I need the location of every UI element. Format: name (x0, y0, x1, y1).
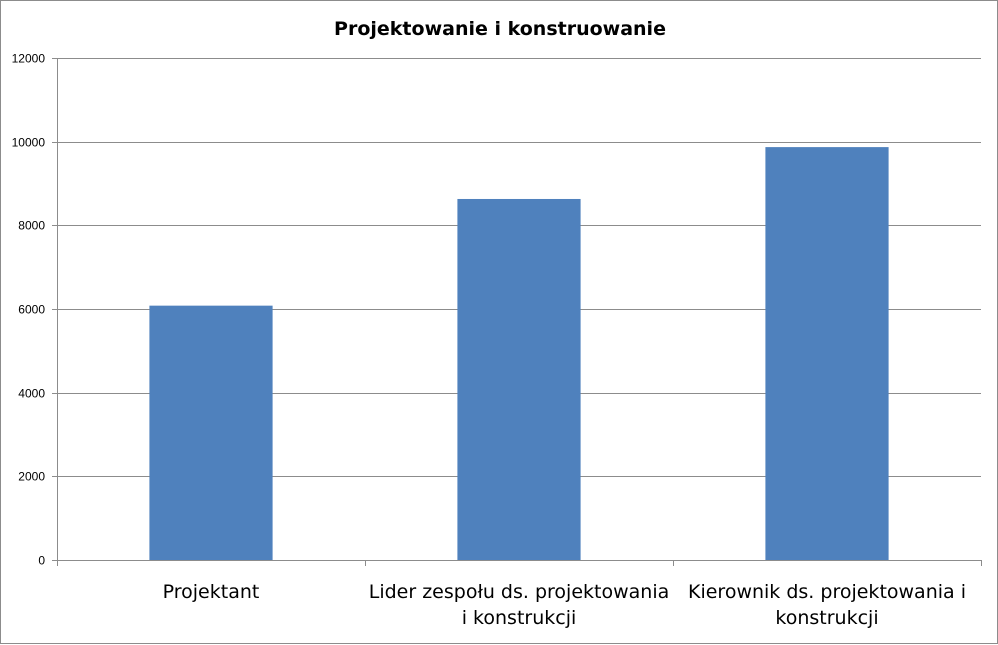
bar (765, 147, 889, 561)
y-tick-label: 0 (38, 554, 45, 568)
bar (457, 198, 581, 560)
y-tick-label: 12000 (12, 52, 46, 66)
y-axis-ticks: 0 2000 4000 6000 8000 10000 12000 (12, 52, 57, 568)
chart-title: Projektowanie i konstruowanie (334, 18, 666, 40)
axes (57, 58, 982, 566)
x-tick-label: Projektant (163, 581, 260, 603)
y-tick-label: 2000 (18, 470, 45, 484)
x-tick-label: i konstrukcji (462, 607, 577, 629)
x-tick-label: Kierownik ds. projektowania i (688, 581, 966, 603)
x-axis-ticks: Projektant Lider zespołu ds. projektowani… (163, 581, 966, 629)
y-tick-label: 8000 (18, 219, 45, 233)
y-tick-label: 4000 (18, 387, 45, 401)
y-tick-label: 6000 (18, 303, 45, 317)
x-tick-label: konstrukcji (775, 607, 878, 629)
x-tick-label: Lider zespołu ds. projektowania (369, 581, 670, 603)
bars (149, 147, 889, 561)
y-tick-label: 10000 (12, 136, 46, 150)
bar (149, 305, 273, 560)
